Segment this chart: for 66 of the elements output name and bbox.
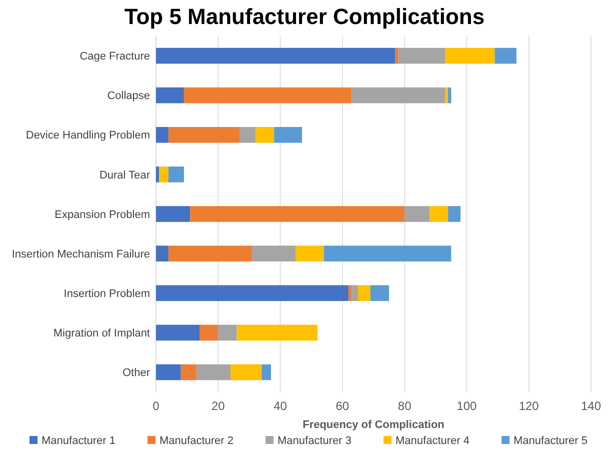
bar (156, 364, 181, 380)
bar (494, 48, 516, 64)
y-tick-label: Insertion Problem (64, 288, 150, 300)
legend-label: Manufacturer 2 (160, 435, 234, 447)
bar (352, 285, 358, 302)
bar (296, 246, 324, 262)
y-tick-label: Insertion Mechanism Failure (12, 248, 150, 260)
bar (398, 48, 445, 64)
bar (358, 285, 370, 302)
bar (156, 206, 190, 222)
bar (395, 48, 398, 64)
bar (240, 126, 256, 143)
bar (200, 324, 218, 341)
y-tick-label: Dural Tear (99, 169, 150, 182)
legend-label: Manufacturer 1 (42, 435, 116, 447)
x-tick-label: 40 (274, 399, 288, 413)
bar (448, 206, 460, 222)
bar (180, 364, 196, 380)
legend-label: Manufacturer 4 (396, 435, 470, 447)
bar (274, 126, 302, 143)
y-tick-label: Device Handling Problem (26, 130, 150, 142)
bar (444, 87, 448, 104)
x-tick-label: 20 (211, 399, 226, 413)
x-axis-title: Frequency of Complication (302, 419, 445, 431)
y-tick-label: Cage Fracture (80, 50, 150, 63)
legend-label: Manufacturer 3 (278, 435, 352, 447)
x-tick-label: 0 (152, 399, 160, 413)
bar (404, 206, 430, 222)
y-tick-label: Other (122, 367, 150, 380)
bar (156, 246, 168, 262)
bar (156, 87, 184, 104)
bar (370, 285, 390, 302)
x-tick-label: 100 (456, 399, 478, 413)
legend-label: Manufacturer 5 (514, 435, 588, 447)
bar (324, 246, 452, 262)
bar (156, 126, 168, 143)
bar (448, 87, 452, 104)
bar (156, 285, 349, 302)
x-tick-label: 60 (336, 399, 350, 413)
bar (184, 87, 352, 104)
chart-title: Top 5 Manufacturer Complications (124, 4, 485, 29)
bar (168, 246, 252, 262)
x-tick-label: 140 (580, 399, 602, 413)
bar (156, 166, 160, 182)
bar (190, 206, 405, 222)
bar (252, 246, 296, 262)
x-tick-label: 80 (398, 399, 412, 413)
bar (230, 364, 262, 380)
bar (159, 166, 168, 182)
bar (429, 206, 448, 222)
y-tick-label: Expansion Problem (54, 208, 150, 221)
bar (262, 364, 271, 380)
bar (168, 166, 184, 182)
bar (156, 48, 396, 64)
bar (218, 324, 237, 341)
bar (156, 324, 200, 341)
bar (255, 126, 274, 143)
bar (168, 126, 240, 143)
bar (348, 285, 352, 302)
x-tick-label: 120 (518, 399, 540, 413)
bar (352, 87, 445, 104)
bar (196, 364, 231, 380)
y-tick-label: Migration of Implant (53, 328, 150, 340)
y-tick-label: Collapse (107, 90, 150, 102)
bar (236, 324, 318, 341)
bar (444, 48, 495, 64)
